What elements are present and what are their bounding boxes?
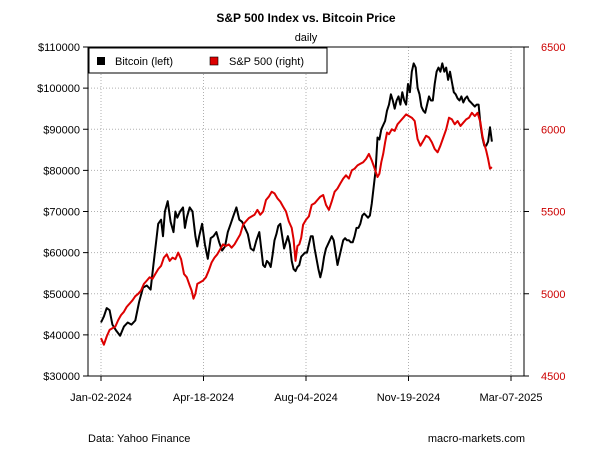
- left-axis-tick-label: $30000: [43, 371, 80, 383]
- x-axis-tick-label: Nov-19-2024: [377, 392, 441, 404]
- grid-lines: [88, 47, 524, 376]
- left-axis-tick-label: $50000: [43, 289, 80, 301]
- x-axis: Jan-02-2024 Apr-18-2024 Aug-04-2024 Nov-19-…: [70, 376, 542, 404]
- sp500-index-line: [100, 111, 493, 346]
- x-axis-tick-label: Mar-07-2025: [480, 392, 543, 404]
- legend-label-sp500: S&P 500 (right): [229, 56, 304, 68]
- left-axis: $30000 $40000 $50000 $60000 $70000 $80000 $900…: [37, 42, 88, 383]
- left-axis-tick-label: $90000: [43, 124, 80, 136]
- right-axis-tick-label: 5500: [541, 207, 565, 219]
- right-axis: 4500 5000 5500 6000 6500: [524, 42, 565, 383]
- legend-label-bitcoin: Bitcoin (left): [115, 56, 173, 68]
- legend-box: [88, 47, 328, 74]
- chart-subtitle: daily: [295, 32, 318, 44]
- right-axis-tick-label: 6500: [541, 42, 565, 54]
- x-axis-tick-label: Aug-04-2024: [274, 392, 338, 404]
- right-axis-tick-label: 6000: [541, 124, 565, 136]
- site-label: macro-markets.com: [428, 433, 525, 445]
- x-axis-tick-label: Apr-18-2024: [173, 392, 234, 404]
- chart-title: S&P 500 Index vs. Bitcoin Price: [216, 11, 396, 25]
- left-axis-tick-label: $110000: [38, 42, 80, 54]
- left-axis-tick-label: $100000: [37, 83, 80, 95]
- series-layer: [100, 62, 493, 346]
- bitcoin-price-line: [100, 62, 493, 337]
- left-axis-tick-label: $70000: [43, 207, 80, 219]
- x-axis-tick-label: Jan-02-2024: [70, 392, 132, 404]
- left-axis-tick-label: $80000: [43, 165, 80, 177]
- right-axis-tick-label: 5000: [541, 289, 565, 301]
- legend: Bitcoin (left) S&P 500 (right): [88, 47, 328, 74]
- left-axis-tick-label: $40000: [43, 330, 80, 342]
- legend-swatch-bitcoin: [97, 57, 105, 65]
- left-axis-tick-label: $60000: [43, 248, 80, 260]
- right-axis-tick-label: 4500: [541, 371, 565, 383]
- source-label: Data: Yahoo Finance: [88, 433, 190, 445]
- legend-swatch-sp500: [209, 56, 219, 66]
